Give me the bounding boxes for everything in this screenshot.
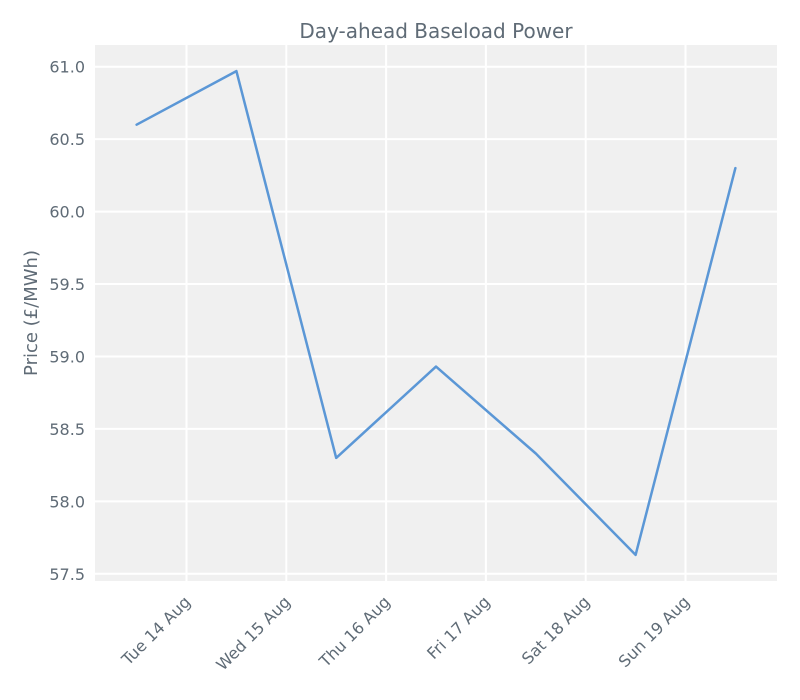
y-axis-ticks: 57.5 58.0 58.5 59.0 59.5 60.0 60.5 61.0 [49,58,85,584]
y-tick-label: 58.0 [49,492,85,511]
plot-area [95,45,777,581]
x-tick-label: Tue 14 Aug [117,592,194,669]
series-group [135,69,737,557]
series-line [135,69,737,557]
x-tick-label: Thu 16 Aug [315,592,394,671]
y-tick-label: 61.0 [49,58,85,77]
x-tick-label: Wed 15 Aug [212,592,294,674]
y-tick-label: 57.5 [49,565,85,584]
horizontal-gridlines [95,65,777,575]
vertical-gridlines [185,45,687,581]
y-tick-label: 60.0 [49,203,85,222]
y-axis-label: Price (£/MWh) [21,250,42,376]
y-tick-label: 60.5 [49,130,85,149]
y-tick-label: 59.0 [49,347,85,366]
x-tick-label: Sat 18 Aug [518,592,594,668]
y-tick-label: 58.5 [49,420,85,439]
y-tick-label: 59.5 [49,275,85,294]
x-tick-label: Fri 17 Aug [423,592,494,663]
chart-title: Day-ahead Baseload Power [299,19,573,43]
x-axis-ticks: Tue 14 Aug Wed 15 Aug Thu 16 Aug Fri 17 Aug… [117,592,693,674]
x-tick-label: Sun 19 Aug [615,592,694,671]
